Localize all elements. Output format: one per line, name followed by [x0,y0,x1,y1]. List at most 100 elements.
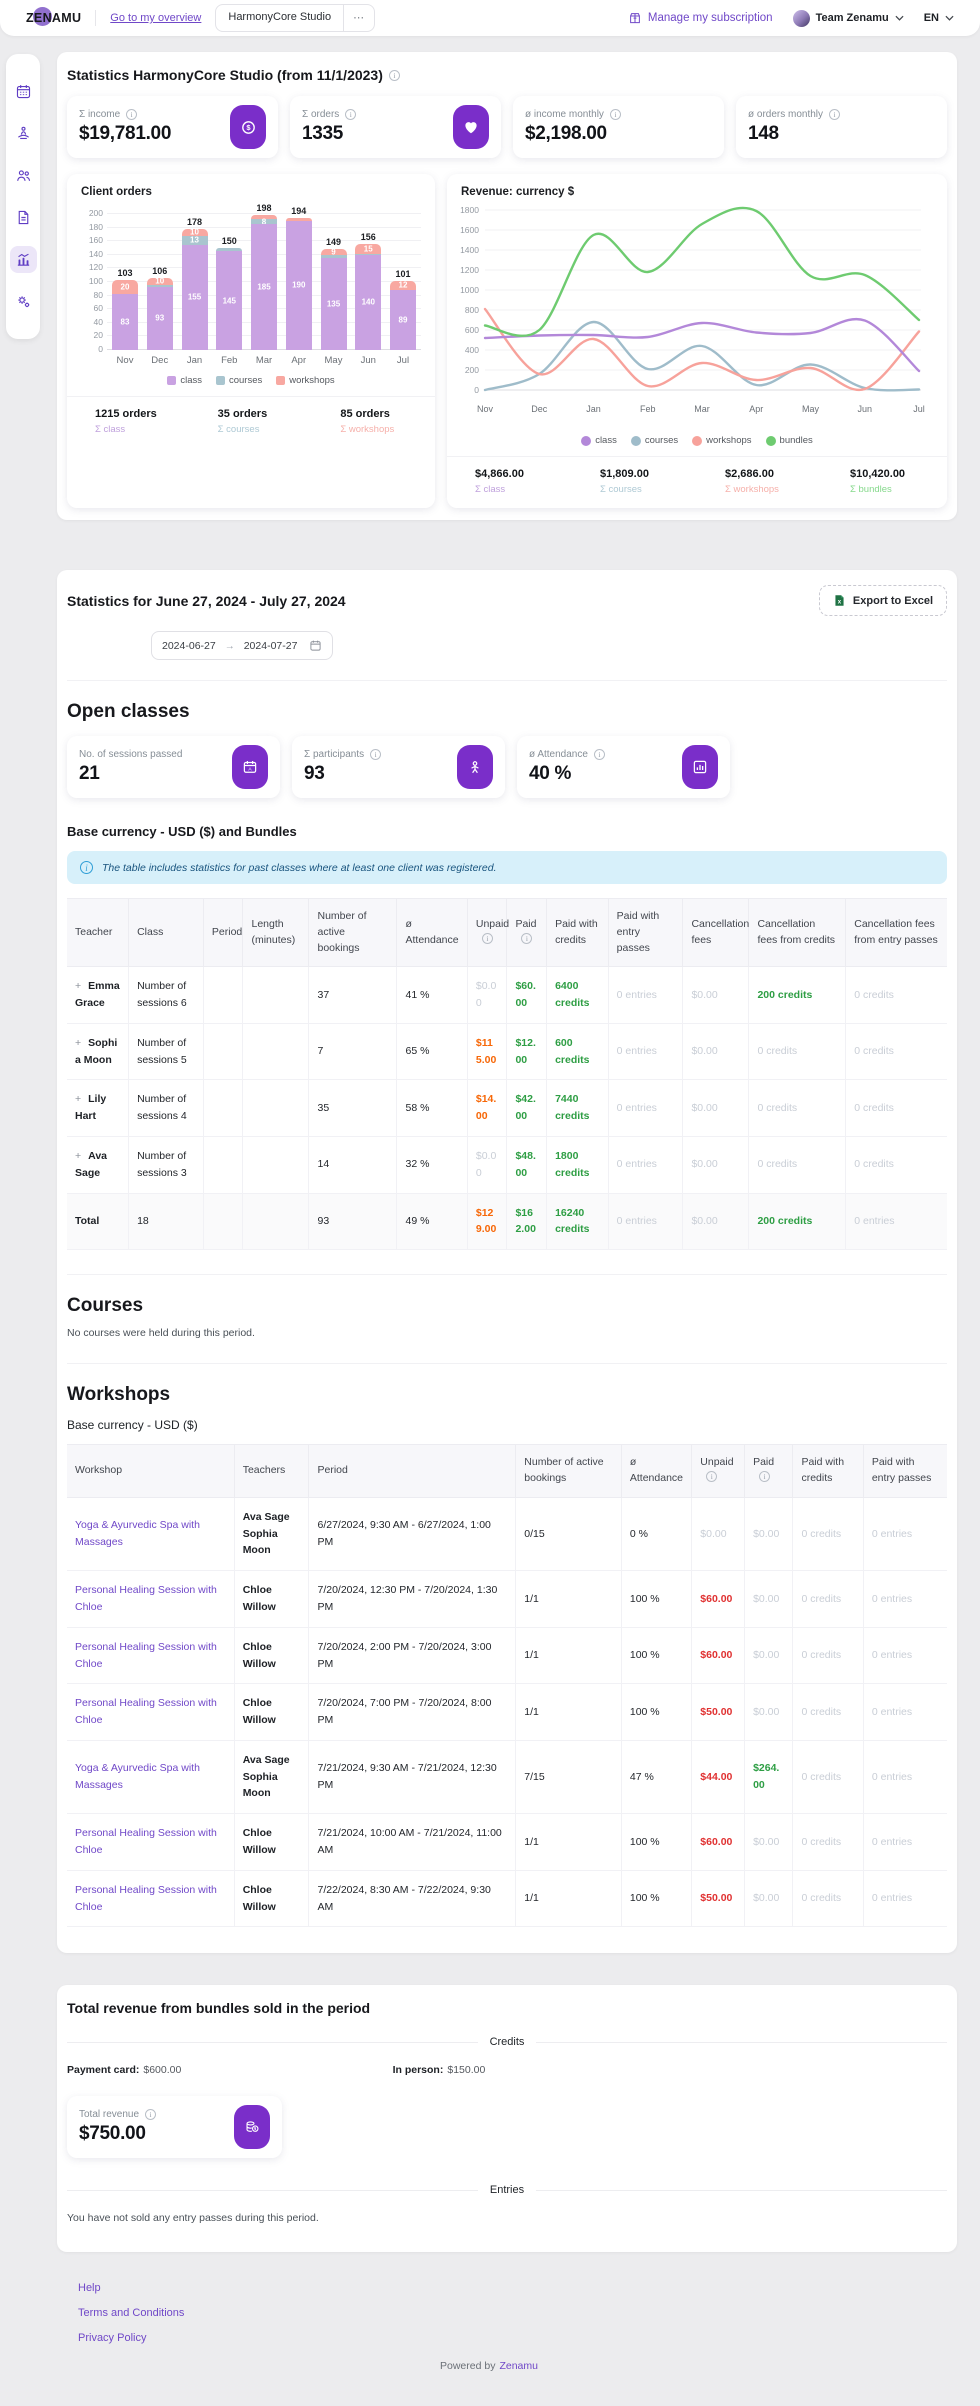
info-banner: The table includes statistics for past c… [67,851,947,884]
info-icon[interactable] [126,109,138,120]
workshop-link-cell[interactable]: Personal Healing Session with Chloe [67,1813,235,1871]
workshop-link-cell[interactable]: Yoga & Ayurvedic Spa with Massages [67,1739,235,1815]
table-cell: $0.00 [744,1683,794,1741]
y-tick-label: 20 [93,330,103,341]
table-cell: Chloe Willow [233,1626,310,1685]
table-row: Total 18 93 49 % $129.00 $162.00 16240 credits… [67,1192,947,1251]
coins-icon [234,2105,270,2150]
sidebar [6,54,40,339]
calendar-badge-icon: A [232,745,268,789]
expand-icon[interactable] [75,1037,81,1049]
zenamu-logo[interactable]: ZENAMU [26,7,81,26]
table-cell [202,1136,244,1194]
workshop-link-cell[interactable]: Yoga & Ayurvedic Spa with Massages [67,1496,235,1572]
studio-name[interactable]: HarmonyCore Studio [228,11,332,23]
table-cell: 0 entries [607,1022,684,1081]
table-cell: 65 % [396,1022,468,1081]
chart-title: Client orders [81,186,152,198]
info-icon[interactable] [609,109,621,120]
table-cell: 1/1 [515,1683,622,1741]
workshop-link-cell[interactable]: Personal Healing Session with Chloe [67,1570,235,1628]
zenamu-link[interactable]: Zenamu [499,2360,538,2373]
info-icon[interactable] [759,1470,771,1482]
privacy-link[interactable]: Privacy Policy [78,2332,147,2345]
y-tick-label: 180 [88,221,103,232]
calendar-icon[interactable] [309,639,322,652]
sidebar-item-clients[interactable] [10,162,37,189]
sidebar-item-statistics[interactable] [9,246,37,273]
bar-segment [320,254,347,259]
y-tick-label: 100 [88,276,103,286]
info-icon[interactable] [370,749,382,760]
info-icon[interactable] [706,1470,718,1482]
courses-empty-text: No courses were held during this period. [67,1327,255,1340]
info-icon[interactable] [388,69,400,81]
table-cell [242,1079,310,1138]
workshop-link-cell[interactable]: Personal Healing Session with Chloe [67,1626,235,1685]
date-to-input[interactable]: 2024-07-27 [243,639,298,652]
table-cell: $0.00 [682,1079,750,1138]
sidebar-item-documents[interactable] [10,204,37,231]
summary-stat: 35 orders Σ courses [217,408,268,435]
table-cell: $0.00 [744,1813,794,1871]
language-menu[interactable]: EN [924,12,954,24]
legend-item[interactable]: class [581,435,617,446]
workshop-link-cell[interactable]: Personal Healing Session with Chloe [67,1869,235,1928]
legend-item[interactable]: bundles [765,435,813,446]
table-cell: 14 [308,1136,398,1194]
info-icon[interactable] [145,2109,157,2121]
kpi-label: No. of sessions passed [79,749,183,760]
team-menu[interactable]: Team Zenamu [792,9,904,27]
table-cell: 0 credits [845,1079,947,1138]
table-cell: 100 % [620,1869,693,1928]
table-cell: 0 credits [792,1869,864,1928]
y-tick-label: 120 [88,262,103,273]
kpi-value: 21 [79,763,100,784]
info-icon[interactable] [593,749,605,760]
svg-text:$: $ [246,123,251,132]
table-cell: Sophia Moon [67,1022,130,1081]
info-icon[interactable] [345,109,357,120]
terms-link[interactable]: Terms and Conditions [78,2307,185,2320]
table-cell: 100 % [620,1813,693,1871]
legend-item[interactable]: courses [215,375,262,386]
info-icon[interactable] [521,932,533,944]
column-header: Teacher [67,897,130,968]
bar-total-label: 150 [221,236,237,247]
expand-icon[interactable] [75,1150,81,1162]
chart-legend: class courses workshops [67,375,435,386]
kpi-total-revenue: Total revenue $750.00 [67,2096,282,2159]
bar-segment: 190 [285,220,312,350]
table-cell: $0.00 [682,1022,750,1081]
help-link[interactable]: Help [78,2282,101,2295]
expand-icon[interactable] [75,980,81,992]
info-icon[interactable] [481,932,493,944]
participants-badge-icon [457,745,493,789]
export-to-excel-button[interactable]: x Export to Excel [818,585,947,616]
legend-item[interactable]: workshops [692,435,752,446]
legend-item[interactable]: workshops [276,375,335,386]
sidebar-item-classes[interactable] [10,120,37,147]
table-cell: $0.00 [744,1570,794,1628]
table-row: Personal Healing Session with Chloe Chloe… [67,1869,947,1928]
section-divider [67,1363,947,1365]
bar-segment: 20 [112,280,138,294]
date-range-picker[interactable]: 2024-06-27 2024-07-27 [151,631,334,660]
page-footer: Help Terms and Conditions Privacy Policy… [57,2252,957,2406]
table-cell: $0.00 [691,1496,746,1572]
studio-more-button[interactable]: ⋯ [343,5,374,31]
workshop-link-cell[interactable]: Personal Healing Session with Chloe [67,1683,235,1741]
sidebar-item-calendar[interactable] [10,78,37,105]
manage-subscription-link[interactable]: Manage my subscription [628,11,773,25]
legend-item[interactable]: class [167,375,202,386]
date-from-input[interactable]: 2024-06-27 [162,639,216,652]
go-to-overview-link[interactable]: Go to my overview [110,12,202,24]
info-icon[interactable] [829,109,841,120]
sidebar-item-settings[interactable] [10,288,37,315]
expand-icon[interactable] [75,1093,81,1105]
legend-item[interactable]: courses [630,435,678,446]
bar-segment: 89 [390,289,416,350]
table-cell: $0.00 [682,966,750,1024]
table-cell: Ava Sage [67,1136,130,1194]
table-cell: 0 entries [845,1192,947,1251]
